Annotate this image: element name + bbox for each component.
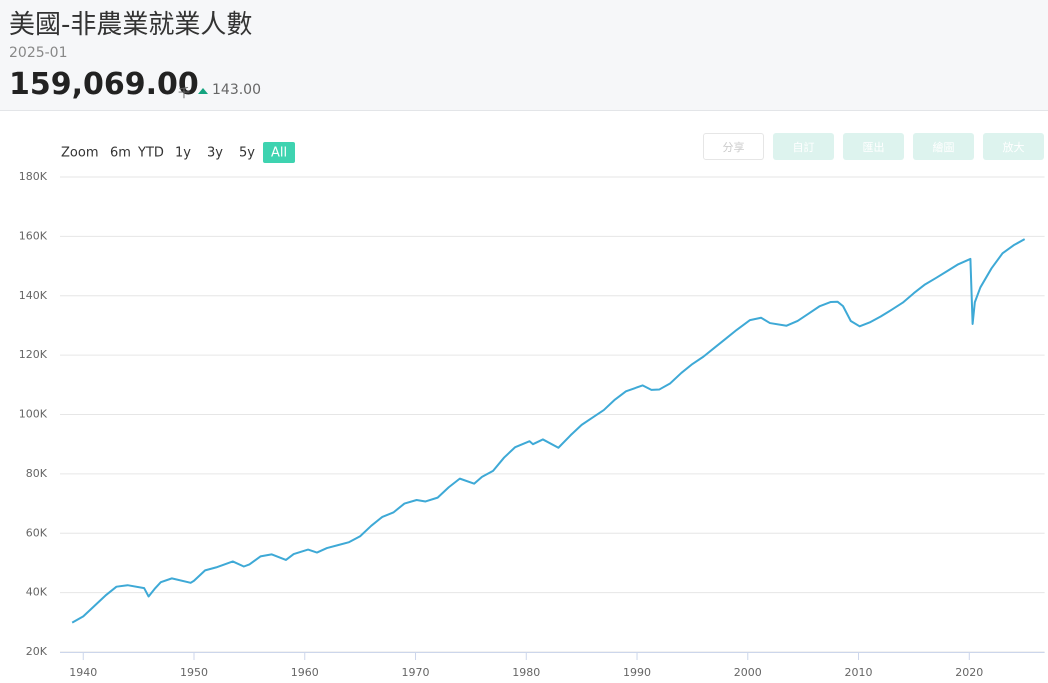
x-tick-label: 1980 — [512, 666, 540, 679]
date: 2025-01 — [9, 45, 68, 61]
toolbar-button[interactable]: 放大 — [983, 133, 1044, 160]
y-tick-label: 140K — [19, 289, 48, 302]
title: 美國-非農業就業人數 — [9, 10, 253, 40]
series-line — [71, 238, 1026, 624]
range-button[interactable]: 3y — [207, 146, 223, 161]
range-button[interactable]: YTD — [137, 146, 164, 161]
toolbar-button[interactable]: 分享 — [703, 133, 764, 160]
toolbar-button[interactable]: 繪圖 — [913, 133, 974, 160]
up-arrow — [198, 88, 208, 94]
range-button-bg[interactable] — [263, 142, 295, 163]
y-tick-label: 40K — [26, 586, 48, 599]
y-tick-label: 60K — [26, 526, 48, 539]
x-tick-label: 2000 — [734, 666, 762, 679]
header: 美國-非農業就業人數 2025-01 159,069.00 千 143.00 — [0, 0, 1048, 111]
change: 143.00 — [212, 82, 261, 98]
toolbar-button[interactable]: 自訂 — [773, 133, 834, 160]
toolbar: 分享 自訂 匯出 繪圖 放大 — [703, 133, 1044, 160]
x-tick-label: 2020 — [955, 666, 983, 679]
x-tick-label: 1960 — [291, 666, 319, 679]
range-button[interactable]: 6m — [110, 146, 131, 161]
y-tick-label: 160K — [19, 229, 48, 242]
range-button[interactable]: 1y — [175, 146, 191, 161]
zoom-label: Zoom — [61, 146, 98, 161]
y-tick-label: 20K — [26, 645, 48, 658]
toolbar-button[interactable]: 匯出 — [843, 133, 904, 160]
range-button[interactable]: 5y — [239, 146, 255, 161]
value: 159,069.00 — [9, 67, 199, 102]
x-tick-label: 1940 — [69, 666, 97, 679]
y-tick-label: 120K — [19, 348, 48, 361]
x-tick-label: 1950 — [180, 666, 208, 679]
y-tick-label: 80K — [26, 467, 48, 480]
range-button[interactable]: All — [271, 146, 287, 161]
x-tick-label: 2010 — [845, 666, 873, 679]
x-tick-label: 1970 — [402, 666, 430, 679]
chart: Zoom 6m YTD 1y 3y 5y All 20K 40K 60K 80K 100K 120K 14… — [19, 142, 1045, 679]
y-tick-label: 180K — [19, 170, 48, 183]
unit: 千 — [178, 86, 191, 100]
x-tick-label: 1990 — [623, 666, 651, 679]
y-tick-label: 100K — [19, 408, 48, 421]
